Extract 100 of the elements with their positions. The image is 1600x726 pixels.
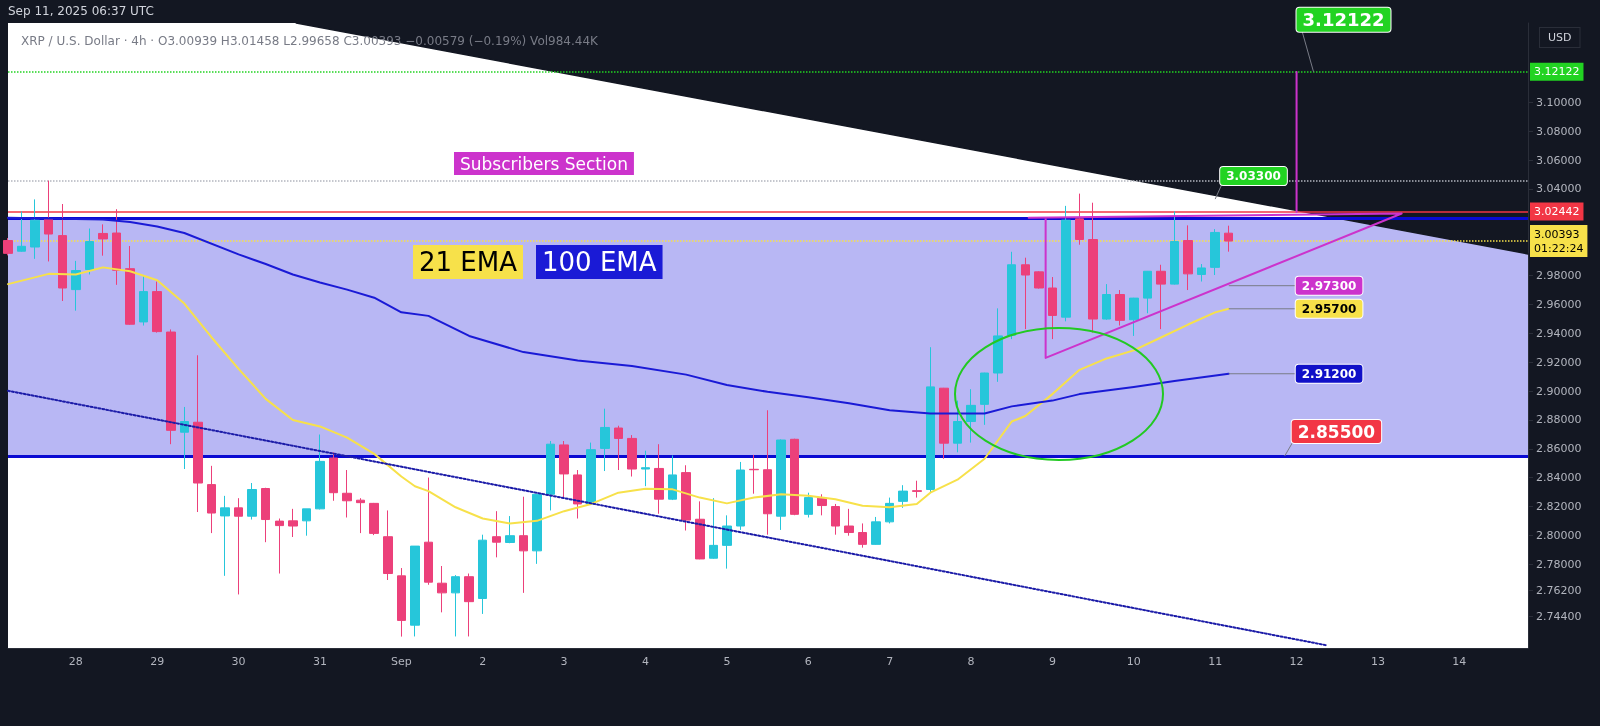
candlestick [695,500,705,560]
candlestick [980,372,989,426]
y-tick-label: 2.98000 [1536,269,1582,283]
candlestick [451,574,460,637]
candlestick [953,400,962,453]
candlestick [831,503,840,536]
candlestick [397,567,406,638]
text: 100 EMA [542,247,657,277]
candlestick [369,502,379,536]
x-tick-label: 29 [150,655,165,668]
x-tick-label: 9 [1048,655,1056,668]
y-tick-label: 2.78000 [1536,557,1582,571]
y-tick-label: 2.80000 [1536,528,1582,542]
candlestick [3,237,13,256]
line-series [7,216,1230,415]
y-tick-label: 3.06000 [1536,153,1582,167]
candlestick [1156,264,1166,330]
candlestick [1048,276,1057,340]
candlestick [464,573,474,637]
ref-line-label: 3.02442 [1534,204,1580,218]
candlestick [709,497,718,560]
candlestick [1224,225,1233,253]
candlestick [1129,297,1139,337]
y-axis-title: USD [1548,31,1572,44]
x-tick-label: 6 [804,655,812,668]
candlestick [302,508,311,537]
candlestick [654,443,664,515]
candlestick [166,328,176,445]
annotation: 2.97300 [1301,278,1357,293]
y-tick-label: 2.84000 [1536,471,1582,485]
candlestick [98,223,108,257]
x-tick-label: 30 [231,655,246,668]
annotation: 3.12122 [1302,9,1385,31]
candlestick [112,208,121,286]
candlestick [383,509,393,581]
x-tick-label: Sep [390,655,412,668]
candlestick [342,469,352,519]
candlestick [776,438,786,531]
x-tick-label: 28 [68,655,83,668]
candlestick [152,281,162,334]
y-tick-label: 2.96000 [1536,297,1582,311]
candlestick [1021,257,1030,330]
candlestick [207,465,216,534]
candlestick [44,180,53,262]
candlestick [1088,202,1098,334]
annotation: 2.85500 [1297,421,1376,442]
candlestick [17,210,26,253]
candlestick [125,245,135,326]
candlestick [1075,193,1084,246]
candlestick [220,495,230,577]
candlestick [71,260,81,312]
candlestick [315,434,325,510]
y-tick-label: 2.74400 [1536,609,1582,623]
candlestick [1007,251,1016,340]
candlestick [844,508,854,537]
y-tick-label: 2.76200 [1536,583,1582,597]
x-tick-label: 3 [560,655,568,668]
candlestick [193,354,203,513]
candlestick [329,451,338,502]
candlestick [600,408,610,472]
candlestick [139,274,148,327]
y-tick-label: 3.08000 [1536,124,1582,138]
candlestick [573,469,582,520]
x-tick-label: 4 [642,655,649,668]
candlestick [85,228,94,275]
candlestick [641,450,650,487]
candlestick [261,487,270,543]
candlestick [858,522,867,549]
candlestick [30,198,40,260]
candlestick [492,510,501,558]
candlestick [804,492,813,519]
candlestick [898,484,908,509]
candlestick [1197,263,1206,283]
candlestick [1170,210,1179,286]
candlestick [993,307,1003,383]
x-tick-label: 7 [886,655,894,668]
candlestick [180,406,189,470]
candlestick [478,534,487,615]
x-tick-label: 12 [1289,655,1304,668]
y-tick-label: 2.92000 [1536,355,1582,369]
candlestick [559,440,569,499]
candlestick [546,440,555,511]
candlestick [627,434,637,478]
y-tick-label: 2.82000 [1536,500,1582,514]
candlestick [234,497,243,595]
candlestick [939,387,949,460]
ref-line-label: 3.12122 [1534,65,1580,79]
text: Sep 11, 2025 06:37 UTC [8,4,154,18]
text: XRP / U.S. Dollar · 4h · O3.00939 H3.01458 L2.99658 C3.00393 −0.00579 (−0.19%) Vol984.44K [21,34,600,48]
candlestick [1061,205,1071,322]
candlestick [749,454,759,495]
candlestick [275,518,284,575]
candlestick [1102,283,1111,321]
candlestick [1115,289,1125,327]
candlestick [1034,270,1044,290]
x-tick-label: 13 [1370,655,1385,668]
candlestick [912,480,922,499]
x-tick-label: 31 [312,655,327,668]
candlestick [1143,270,1152,314]
annotation: 3.03300 [1226,169,1281,184]
